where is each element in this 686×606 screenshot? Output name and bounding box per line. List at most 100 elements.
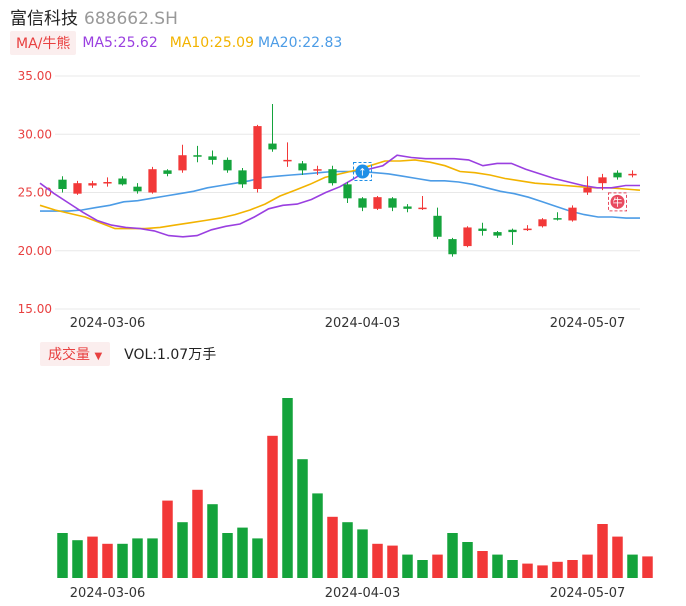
candle-body: [208, 156, 217, 160]
candle-body: [388, 198, 397, 208]
volume-bar: [357, 529, 368, 578]
volume-bar: [117, 543, 128, 578]
volume-bar: [507, 560, 518, 578]
volume-indicator-tag[interactable]: 成交量 ▼: [40, 342, 111, 366]
candle-body: [553, 218, 562, 220]
signal-marker-label: 牛: [613, 196, 623, 209]
candle-body: [508, 229, 517, 233]
volume-bar: [162, 500, 173, 578]
volume-bar: [582, 554, 593, 578]
ma10-line: [39, 159, 641, 230]
volume-legend: 成交量 ▼ VOL:1.07万手: [40, 342, 216, 366]
candle-body: [148, 169, 157, 193]
stock-code: 688662.SH: [84, 9, 178, 29]
candle-body: [298, 163, 307, 171]
candle-body: [88, 183, 97, 186]
volume-bar: [477, 551, 488, 578]
volume-bar: [387, 545, 398, 578]
y-tick-label: 15.00: [18, 302, 52, 316]
candle-body: [133, 186, 142, 192]
candle-body: [358, 198, 367, 208]
volume-bar: [567, 560, 578, 578]
volume-bar: [522, 563, 533, 578]
signal-marker: [610, 194, 625, 209]
candle-body: [58, 179, 67, 190]
volume-bar: [87, 536, 98, 578]
volume-bar: [597, 524, 608, 578]
signal-marker-frame: [353, 162, 372, 182]
candle-body: [193, 155, 202, 157]
candle-body: [613, 172, 622, 178]
volume-bar: [537, 565, 548, 578]
candle-body: [268, 143, 277, 150]
candle-body: [238, 170, 247, 185]
volume-bar: [402, 554, 413, 578]
candle-body: [163, 170, 172, 174]
chevron-down-icon: ▼: [94, 351, 103, 362]
candle-body: [418, 207, 427, 210]
candle-body: [253, 126, 262, 190]
volume-x-axis-label: 2024-05-07: [550, 586, 626, 601]
volume-x-axis-label: 2024-03-06: [70, 586, 146, 601]
candle-body: [223, 159, 232, 171]
volume-bar: [627, 554, 638, 578]
volume-bar: [492, 554, 503, 578]
signal-marker-label: ↑: [358, 168, 366, 179]
volume-bar: [327, 516, 338, 578]
candle-body: [568, 207, 577, 221]
volume-bar: [552, 561, 563, 578]
x-axis-label: 2024-03-06: [70, 316, 146, 331]
volume-bar: [222, 533, 233, 578]
volume-bar: [312, 493, 323, 578]
candle-body: [433, 215, 442, 237]
candle-body: [628, 173, 637, 176]
candle-body: [103, 182, 112, 184]
candle-body: [403, 206, 412, 209]
candle-body: [313, 169, 322, 171]
candle-body: [328, 169, 337, 184]
candle-body: [178, 155, 187, 171]
volume-bar: [267, 435, 278, 578]
y-tick-label: 30.00: [18, 127, 52, 141]
volume-bar: [252, 538, 263, 578]
ma5-line: [39, 154, 640, 238]
volume-bar: [432, 554, 443, 578]
x-axis-label: 2024-04-03: [325, 316, 401, 331]
x-axis-label: 2024-05-07: [550, 316, 626, 331]
volume-bar: [177, 522, 188, 578]
volume-bar: [297, 459, 308, 578]
volume-bar: [612, 536, 623, 578]
volume-value: VOL:1.07万手: [124, 347, 217, 363]
candle-body: [538, 219, 547, 227]
candle-body: [343, 184, 352, 199]
y-tick-label: 20.00: [18, 244, 52, 258]
volume-bar: [642, 556, 653, 578]
volume-bar: [102, 543, 113, 578]
candle-body: [598, 177, 607, 184]
signal-marker-frame: [608, 192, 627, 212]
volume-bar: [237, 527, 248, 578]
ma10-value: MA10:25.09: [169, 35, 255, 51]
ma5-value: MA5:25.62: [82, 35, 158, 51]
volume-bar: [192, 489, 203, 578]
ma20-value: MA20:22.83: [258, 35, 343, 51]
volume-bar: [342, 522, 353, 578]
ma-indicator-tag[interactable]: MA/牛熊: [10, 31, 77, 55]
volume-bar: [72, 540, 83, 578]
candle-body: [478, 228, 487, 231]
volume-bar: [147, 538, 158, 578]
candle-body: [73, 183, 82, 194]
stock-title: 富信科技 688662.SH: [10, 4, 178, 29]
candle-body: [463, 227, 472, 247]
candle-body: [448, 239, 457, 255]
stock-name: 富信科技: [10, 9, 78, 29]
volume-bar: [207, 504, 218, 578]
candle-body: [373, 197, 382, 209]
volume-bar: [132, 538, 143, 578]
volume-bar: [57, 533, 68, 578]
volume-bar: [282, 398, 293, 578]
y-tick-label: 25.00: [18, 186, 52, 200]
candle-body: [283, 159, 292, 162]
signal-marker: [355, 164, 370, 179]
